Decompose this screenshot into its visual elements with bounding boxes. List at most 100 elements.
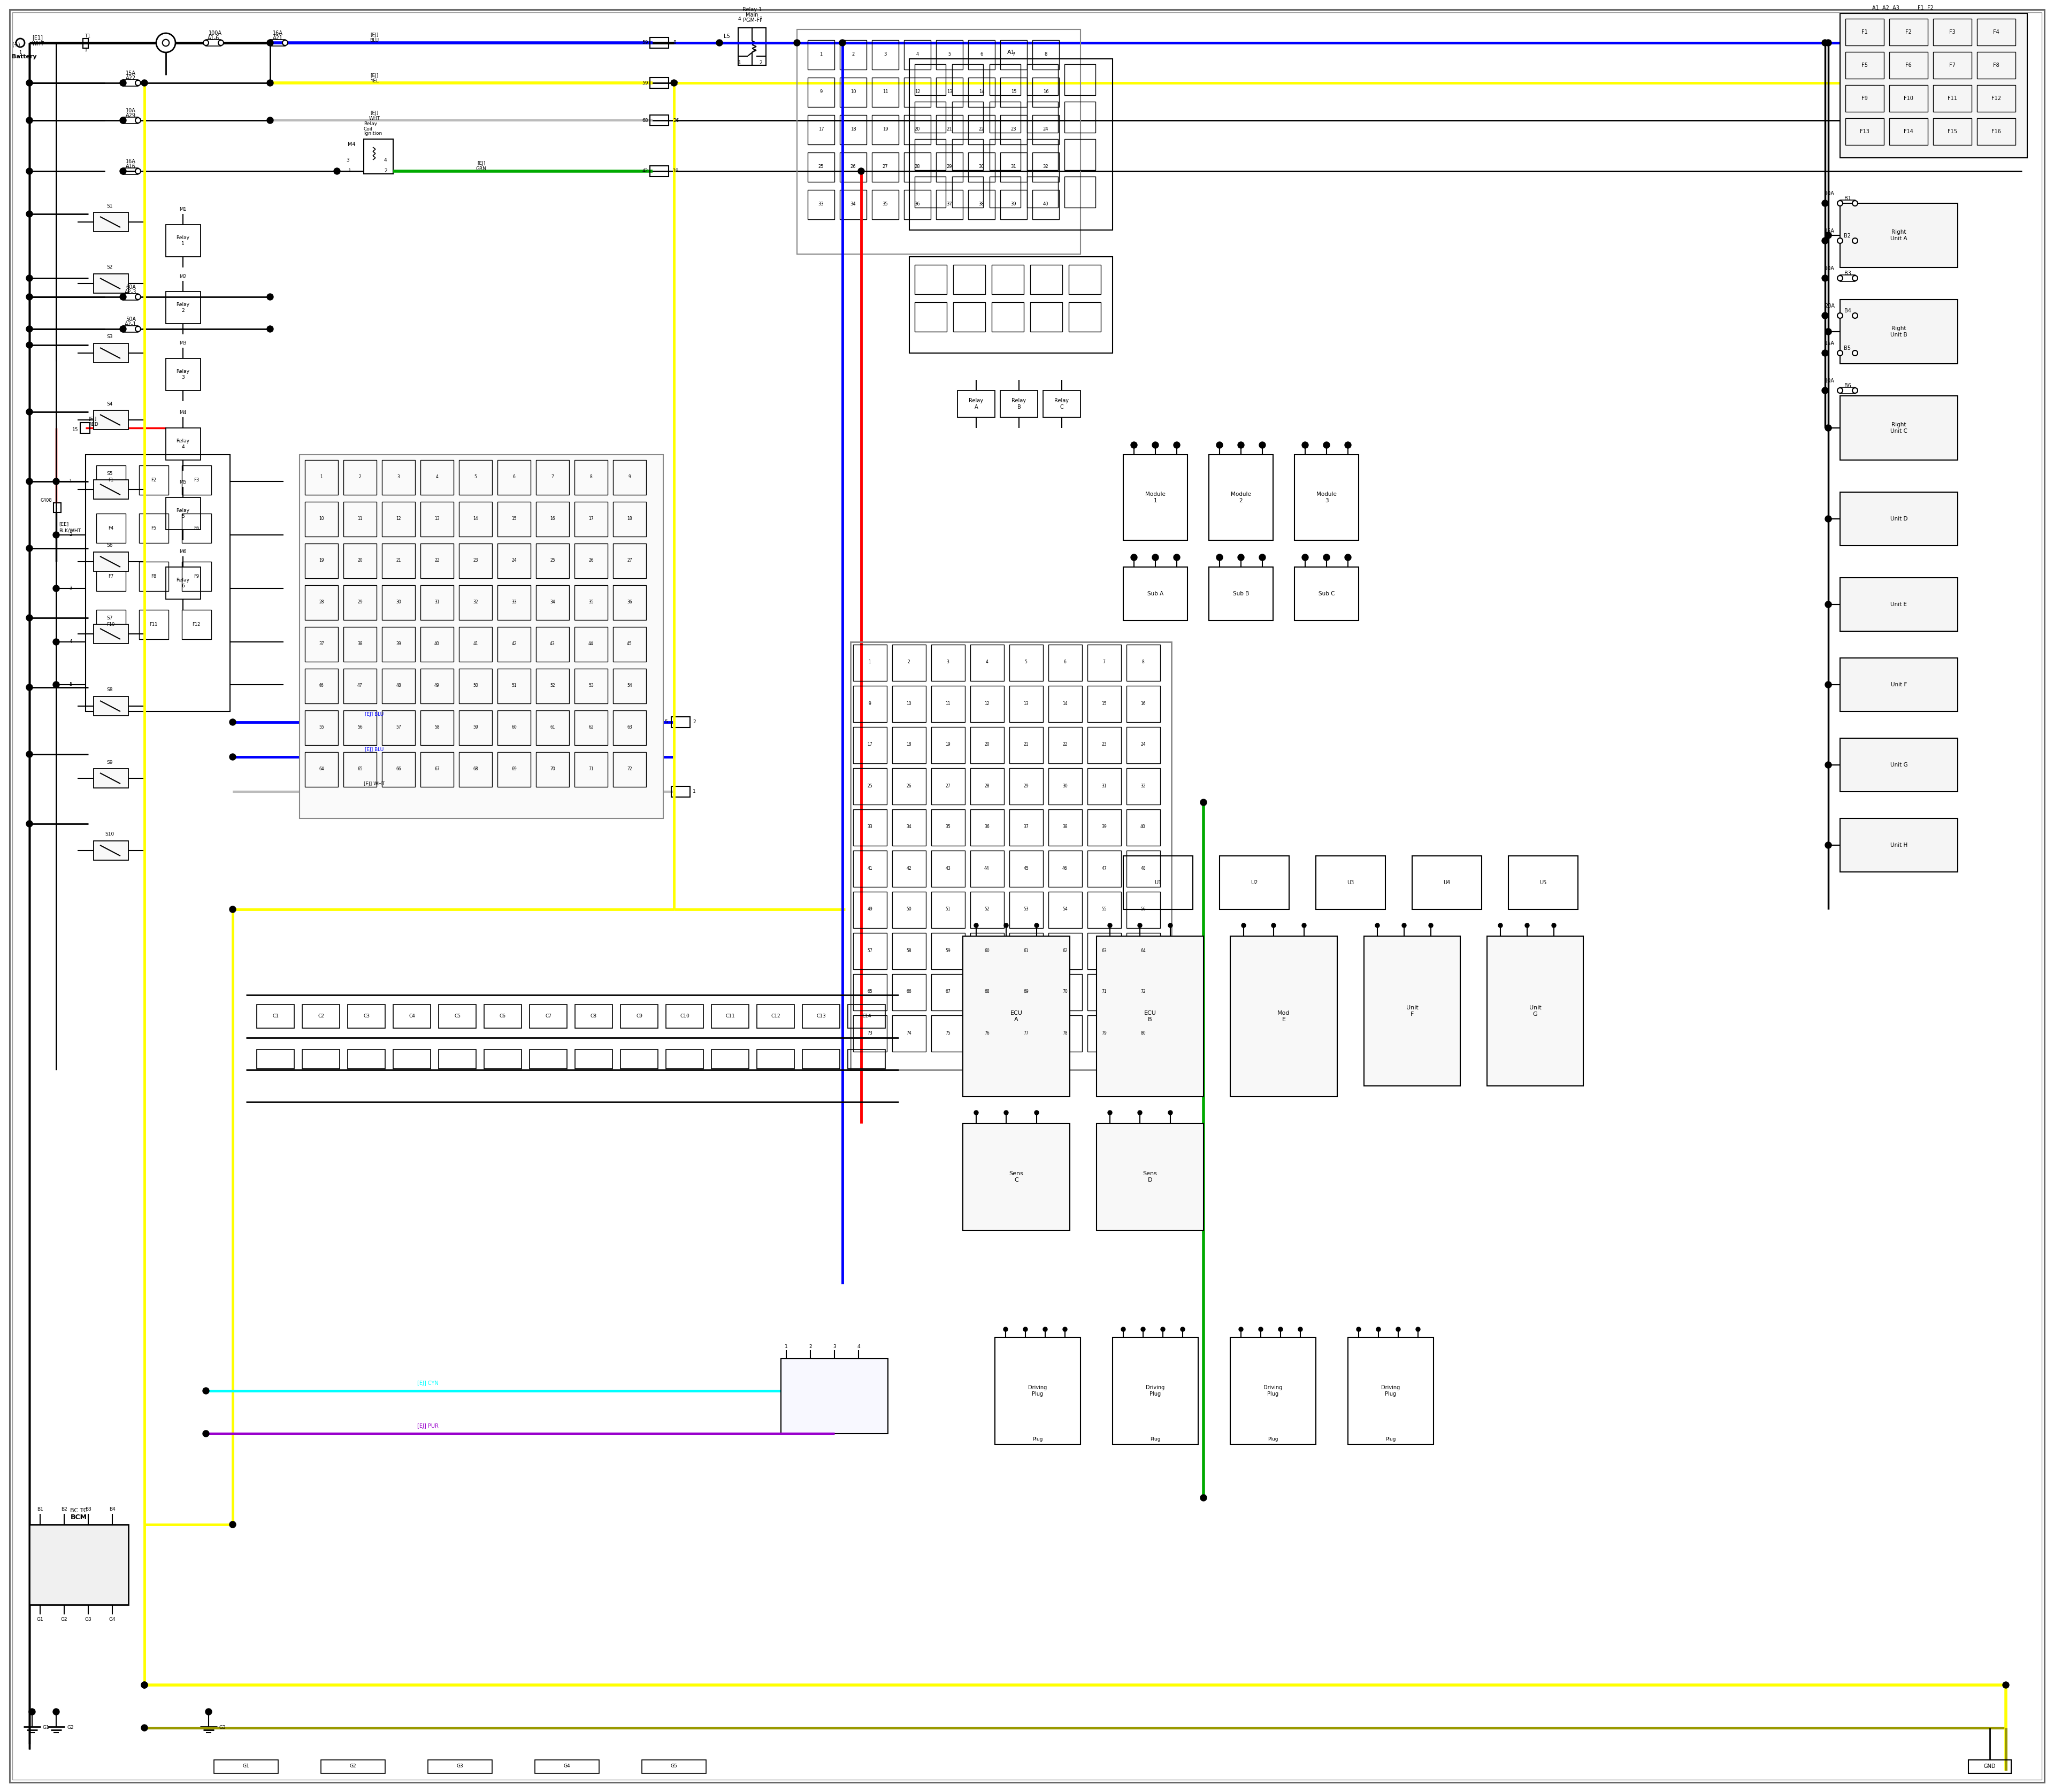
Bar — [123, 168, 138, 174]
Bar — [214, 1760, 277, 1774]
Circle shape — [1376, 1328, 1380, 1331]
Bar — [140, 561, 168, 591]
Text: Relay
6: Relay 6 — [177, 577, 189, 588]
Text: S5: S5 — [107, 471, 113, 477]
Text: 5: 5 — [1025, 659, 1027, 665]
Text: A2-3: A2-3 — [125, 289, 136, 294]
Circle shape — [29, 1708, 35, 1715]
Circle shape — [27, 342, 33, 348]
Text: 70: 70 — [1062, 989, 1068, 995]
Text: B1: B1 — [1844, 195, 1851, 201]
Circle shape — [1043, 1328, 1048, 1331]
Bar — [421, 710, 454, 745]
Bar — [953, 102, 984, 133]
Bar — [382, 668, 415, 704]
Text: 18: 18 — [906, 742, 912, 747]
Bar — [672, 787, 690, 797]
Circle shape — [333, 168, 341, 174]
Circle shape — [53, 586, 60, 591]
Text: 16A: 16A — [125, 159, 136, 165]
Text: 2: 2 — [70, 532, 72, 538]
Bar — [1126, 851, 1161, 887]
Bar — [421, 461, 454, 495]
Bar — [123, 116, 138, 124]
Bar — [930, 975, 965, 1011]
Bar — [536, 753, 569, 787]
Text: 1: 1 — [70, 478, 72, 484]
Text: 71: 71 — [1101, 989, 1107, 995]
Bar — [871, 152, 900, 181]
Text: 38: 38 — [978, 202, 984, 206]
Bar — [852, 1016, 887, 1052]
Bar — [1048, 1016, 1082, 1052]
Circle shape — [1302, 923, 1306, 928]
Bar — [891, 934, 926, 969]
Bar — [1124, 566, 1187, 620]
Text: G2: G2 — [349, 1763, 357, 1769]
Bar — [1048, 810, 1082, 846]
Bar — [1064, 177, 1095, 208]
Bar — [807, 190, 834, 219]
Bar — [421, 543, 454, 579]
Text: BLK/WHT: BLK/WHT — [60, 529, 80, 532]
Text: 46: 46 — [1062, 866, 1068, 871]
Bar — [1124, 455, 1187, 539]
Text: 25: 25 — [817, 165, 824, 168]
Bar — [575, 1050, 612, 1068]
Bar — [304, 753, 339, 787]
Circle shape — [1302, 443, 1308, 448]
Bar — [711, 1005, 750, 1029]
Bar — [1126, 645, 1161, 681]
Text: 49: 49 — [433, 683, 440, 688]
Bar — [937, 39, 963, 70]
Text: 16: 16 — [550, 516, 555, 521]
Text: F10: F10 — [1904, 95, 1912, 100]
Text: Unit
G: Unit G — [1528, 1005, 1540, 1016]
Bar — [1933, 118, 1972, 145]
Bar — [1976, 84, 2015, 111]
Text: G2: G2 — [68, 1726, 74, 1731]
Text: 42: 42 — [906, 866, 912, 871]
Text: 25: 25 — [867, 783, 873, 788]
Text: M1: M1 — [179, 208, 187, 211]
Bar — [1126, 686, 1161, 722]
Text: 9: 9 — [629, 475, 631, 480]
Circle shape — [1200, 1495, 1208, 1502]
Text: [EJ]: [EJ] — [88, 418, 97, 421]
Bar — [665, 1050, 702, 1068]
Text: 77: 77 — [1023, 1030, 1029, 1036]
Text: 10: 10 — [906, 701, 912, 706]
Text: B2: B2 — [62, 1507, 68, 1512]
Bar — [1890, 52, 1929, 79]
Bar — [1413, 857, 1481, 909]
Bar — [1009, 851, 1043, 887]
Bar — [1027, 140, 1058, 170]
Bar — [969, 975, 1004, 1011]
Bar — [304, 710, 339, 745]
Bar — [575, 502, 608, 536]
Bar — [807, 115, 834, 145]
Bar — [536, 668, 569, 704]
Bar — [1027, 177, 1058, 208]
Circle shape — [267, 294, 273, 299]
Circle shape — [1397, 1328, 1401, 1331]
Bar — [1000, 152, 1027, 181]
Bar — [990, 102, 1021, 133]
Text: C408: C408 — [41, 498, 51, 502]
Bar — [969, 851, 1004, 887]
Text: 48: 48 — [396, 683, 401, 688]
Text: 31: 31 — [435, 600, 440, 604]
Text: 33: 33 — [867, 824, 873, 830]
Text: 17: 17 — [589, 516, 594, 521]
Text: Mod
E: Mod E — [1278, 1011, 1290, 1021]
Text: G3: G3 — [220, 1726, 226, 1731]
Circle shape — [1173, 443, 1179, 448]
Bar — [1976, 52, 2015, 79]
Text: 45: 45 — [626, 642, 633, 647]
Text: 20: 20 — [914, 127, 920, 133]
Bar — [891, 686, 926, 722]
Text: T1: T1 — [84, 34, 90, 39]
Text: 4: 4 — [737, 16, 741, 22]
Circle shape — [1140, 1328, 1146, 1331]
Text: C11: C11 — [725, 1014, 735, 1020]
